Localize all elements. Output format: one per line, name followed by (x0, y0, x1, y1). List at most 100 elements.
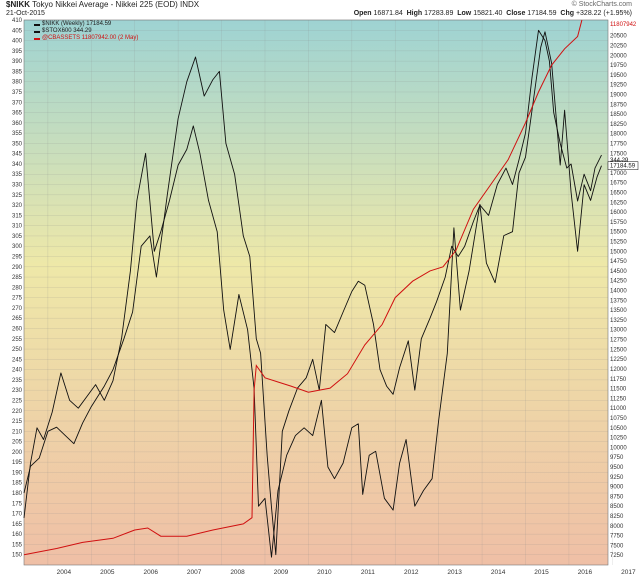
low-value: 15821.40 (473, 10, 503, 17)
left-tick-label: 235 (12, 378, 23, 384)
right-tick-label: 18750 (610, 102, 627, 108)
left-tick-label: 200 (12, 450, 23, 456)
left-tick-label: 285 (12, 275, 23, 281)
left-tick-label: 405 (12, 28, 23, 34)
x-tick-label: 2011 (361, 569, 375, 576)
right-tick-label: 19250 (610, 83, 627, 89)
close-label: Close (506, 10, 526, 17)
series-line-0 (23, 31, 602, 558)
left-tick-label: 230 (12, 388, 23, 394)
left-tick-label: 355 (12, 131, 23, 137)
left-tick-label: 190 (12, 470, 23, 476)
left-tick-label: 310 (12, 224, 23, 230)
left-tick-label: 365 (12, 111, 23, 117)
right-tick-label: 20250 (610, 43, 627, 49)
chart-date: 21-Oct-2015 (6, 10, 45, 17)
left-tick-label: 165 (12, 522, 23, 528)
left-tick-label: 210 (12, 429, 23, 435)
right-tick-label: 15750 (610, 220, 627, 226)
right-tick-label: 20500 (610, 34, 627, 40)
left-tick-label: 315 (12, 213, 23, 219)
right-tick-label: 12750 (610, 338, 627, 344)
last-value-cbassets: 11807942 (610, 22, 637, 28)
last-value-nikk: 17184.59 (610, 164, 636, 170)
series-lines (23, 19, 602, 558)
left-tick-label: 220 (12, 409, 23, 415)
right-tick-label: 16500 (610, 191, 627, 197)
right-tick-label: 13000 (610, 328, 627, 334)
right-tick-label: 19000 (610, 92, 627, 98)
left-tick-label: 265 (12, 316, 23, 322)
x-tick-label: 2009 (274, 569, 289, 576)
right-tick-label: 18000 (610, 132, 627, 138)
right-tick-label: 7500 (610, 543, 624, 549)
chart-title: $NIKK Tokyo Nikkei Average - Nikkei 225 … (6, 1, 199, 9)
left-tick-label: 150 (12, 553, 23, 559)
right-tick-label: 15500 (610, 230, 627, 236)
right-tick-label: 15250 (610, 240, 627, 246)
open-label: Open (353, 10, 372, 17)
high-value: 17283.89 (424, 10, 454, 17)
right-tick-label: 8250 (610, 514, 624, 520)
x-tick-label: 2004 (57, 569, 72, 576)
right-tick-label: 9000 (610, 485, 624, 491)
left-tick-label: 395 (12, 49, 23, 55)
left-tick-label: 340 (12, 162, 23, 168)
right-tick-label: 12000 (610, 367, 627, 373)
right-tick-label: 7250 (610, 553, 624, 559)
left-axis: 150 155 160 165 170 175 180 185 190 195 200 205 210 2… (12, 18, 23, 559)
left-tick-label: 410 (12, 18, 23, 24)
x-tick-label: 2007 (187, 569, 202, 576)
right-tick-label: 10500 (610, 426, 627, 432)
left-tick-label: 195 (12, 460, 23, 466)
credit: © StockCharts.com (571, 1, 632, 8)
x-tick-label: 2013 (447, 569, 462, 576)
right-tick-label: 10000 (610, 445, 627, 451)
left-tick-label: 245 (12, 357, 23, 363)
right-tick-label: 7750 (610, 534, 624, 540)
x-tick-label: 2012 (404, 569, 419, 576)
last-value-box (607, 161, 639, 170)
left-tick-label: 345 (12, 152, 23, 158)
left-tick-label: 185 (12, 481, 23, 487)
legend: $NIKK (Weekly) 17184.59 $STOX600 344.29 … (34, 21, 138, 42)
right-tick-label: 8000 (610, 524, 624, 530)
left-tick-label: 385 (12, 69, 23, 75)
right-tick-label: 13750 (610, 298, 627, 304)
legend-item: $STOX600 344.29 (34, 28, 138, 35)
left-tick-label: 205 (12, 440, 23, 446)
left-tick-label: 275 (12, 296, 23, 302)
left-tick-label: 360 (12, 121, 23, 127)
left-tick-label: 250 (12, 347, 23, 353)
left-tick-label: 400 (12, 39, 23, 45)
ohlc-readout: Open 16871.84 High 17283.89 Low 15821.40… (354, 10, 632, 18)
x-tick-label: 2006 (143, 569, 158, 576)
close-value: 17184.59 (527, 10, 557, 17)
right-tick-label: 17750 (610, 142, 627, 148)
right-tick-label: 14500 (610, 269, 627, 275)
symbol: $NIKK (6, 0, 31, 9)
cbassets-line (23, 19, 583, 556)
right-tick-label: 9750 (610, 455, 624, 461)
x-axis: 2004 2005 2006 2007 2008 2009 2010 2011 2012 2013… (57, 569, 636, 576)
right-tick-label: 18500 (610, 112, 627, 118)
left-tick-label: 180 (12, 491, 23, 497)
series-line-1 (23, 29, 602, 556)
right-tick-label: 14250 (610, 279, 627, 285)
x-tick-label: 2005 (100, 569, 115, 576)
left-tick-label: 325 (12, 193, 23, 199)
right-tick-label: 11000 (610, 406, 627, 412)
left-tick-label: 240 (12, 368, 23, 374)
right-tick-label: 16250 (610, 200, 627, 206)
right-tick-label: 19500 (610, 73, 627, 79)
exchange: INDX (180, 0, 200, 9)
left-tick-label: 225 (12, 398, 23, 404)
right-axis: 7250 7500 7750 8000 8250 8500 8750 9000 9250 9500… (610, 34, 627, 560)
x-tick-label: 2010 (317, 569, 332, 576)
right-tick-label: 11250 (610, 396, 627, 402)
right-tick-label: 11500 (610, 387, 627, 393)
left-tick-label: 175 (12, 501, 23, 507)
right-tick-label: 15000 (610, 249, 627, 255)
open-value: 16871.84 (373, 10, 403, 17)
